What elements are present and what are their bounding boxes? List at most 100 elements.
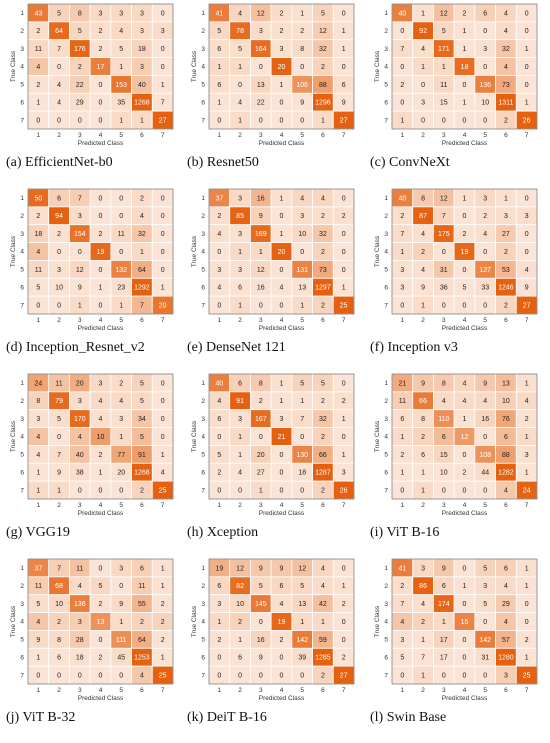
confusion-matrix-panel: 24 11 20 3 2 5 08 79 3 4 4 5 03 5 170 4 3 34 04 0 4 10 1 5 04 7 40… [6,373,174,540]
cell-value-label: 53 [502,267,510,274]
y-tick-label: 6 [20,469,24,476]
cell-value-label: 10 [481,100,489,107]
cell-value-label: 5 [217,452,221,459]
cell-value-label: 43 [34,10,42,17]
cell-value-label: 4 [161,470,165,477]
cell-value-label: 0 [483,434,487,441]
cell-value-label: 2 [483,213,487,220]
cell-value-label: 2 [504,117,508,124]
cell-value-label: 0 [525,28,529,35]
cell-value-label: 0 [36,302,40,309]
y-tick-label: 5 [20,267,24,274]
cell-value-label: 0 [463,487,467,494]
cell-value-label: 66 [319,452,327,459]
y-tick-label: 3 [201,231,205,238]
cell-value-label: 27 [159,117,167,124]
x-tick-label: 4 [280,317,284,324]
cell-value-label: 92 [419,28,427,35]
cell-value-label: 91 [138,452,146,459]
y-tick-label: 3 [384,46,388,53]
cell-value-label: 3 [421,100,425,107]
x-tick-label: 2 [238,132,242,139]
cell-value-label: 40 [398,195,406,202]
cell-value-label: 0 [421,117,425,124]
cell-value-label: 0 [400,302,404,309]
cell-value-label: 17 [97,64,105,71]
heatmap-frame [27,188,174,315]
cell-value-label: 4 [504,487,508,494]
cell-value-label: 35 [117,100,125,107]
cell-value-label: 6 [280,583,284,590]
x-tick-label: 2 [238,317,242,324]
cell-value-label: 20 [117,470,125,477]
cell-value-label: 8 [300,46,304,53]
x-tick-label: 2 [57,687,61,694]
y-tick-label: 6 [201,469,205,476]
cell-value-label: 3 [259,28,263,35]
confusion-matrix-panel: 40 8 12 1 3 1 02 87 7 0 2 3 37 4 175 2 4 27 01 2 0 19 0 2 03 4 31 0… [370,188,538,355]
cell-value-label: 5 [259,583,263,590]
cell-value-label: 6 [400,416,404,423]
y-tick-label: 7 [201,117,205,124]
cell-value-label: 4 [525,398,529,405]
y-tick-label: 7 [201,302,205,309]
cell-value-label: 2 [421,619,425,626]
x-axis-label: Predicted Class [259,510,305,517]
cell-value-label: 1 [36,470,40,477]
cell-value-label: 1 [300,398,304,405]
cell-value-label: 0 [161,416,165,423]
cell-value-label: 18 [461,64,469,71]
cell-value-label: 5 [483,601,487,608]
cell-value-label: 86 [419,583,427,590]
cell-value-label: 13 [97,619,105,626]
y-tick-label: 1 [20,10,24,17]
cell-value-label: 26 [523,117,531,124]
cell-value-label: 7 [442,213,446,220]
cell-value-label: 3 [300,213,304,220]
x-tick-label: 7 [342,132,346,139]
cell-value-label: 0 [280,213,284,220]
cell-value-label: 10 [440,470,448,477]
cell-value-label: 12 [440,195,448,202]
cell-value-label: 27 [502,231,510,238]
cell-value-label: 0 [342,64,346,71]
cell-value-label: 0 [57,249,61,256]
x-axis-label: Predicted Class [78,140,124,147]
cell-value-label: 2 [400,82,404,89]
cell-value-label: 2 [217,470,221,477]
cell-value-label: 1 [78,302,82,309]
cell-value-label: 0 [525,249,529,256]
x-tick-label: 6 [504,502,508,509]
cell-value-label: 110 [438,416,449,423]
cell-value-label: 3 [217,267,221,274]
cell-value-label: 1 [525,565,529,572]
x-tick-label: 1 [37,502,41,509]
cell-value-label: 142 [479,637,491,644]
cell-value-label: 0 [463,117,467,124]
cell-value-label: 0 [57,117,61,124]
cell-value-label: 0 [280,487,284,494]
cell-value-label: 1 [161,285,165,292]
x-tick-label: 3 [78,502,82,509]
cell-value-label: 4 [99,398,103,405]
cell-value-label: 1 [280,195,284,202]
cell-value-label: 2 [119,380,123,387]
x-tick-label: 4 [463,317,467,324]
cell-value-label: 19 [215,565,223,572]
cell-value-label: 2 [504,302,508,309]
cell-value-label: 1 [119,64,123,71]
cell-value-label: 4 [57,82,61,89]
cell-value-label: 2 [161,619,165,626]
cell-value-label: 5 [238,46,242,53]
y-tick-label: 3 [201,601,205,608]
cell-value-label: 3 [504,213,508,220]
cell-value-label: 68 [55,583,63,590]
cell-value-label: 0 [463,672,467,679]
x-tick-label: 7 [525,502,529,509]
cell-value-label: 0 [463,637,467,644]
y-tick-label: 7 [20,672,24,679]
cell-value-label: 4 [463,398,467,405]
cell-value-label: 57 [502,637,510,644]
cell-value-label: 79 [55,398,63,405]
cell-value-label: 4 [483,398,487,405]
